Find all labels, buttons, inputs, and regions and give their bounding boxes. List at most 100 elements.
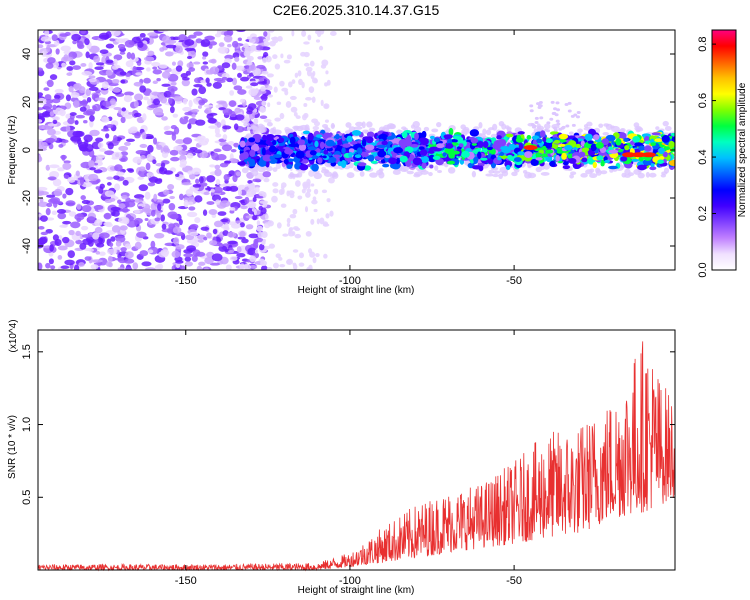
noise-cell — [104, 150, 115, 156]
noise-cell — [175, 244, 185, 250]
noise-cell — [123, 94, 133, 103]
faint-cell — [324, 119, 329, 123]
band-cell — [513, 157, 522, 162]
noise-cell — [164, 125, 171, 130]
band-cell — [562, 165, 571, 170]
noise-cell — [178, 34, 188, 42]
noise-cell — [152, 69, 163, 75]
noise-cell — [154, 232, 165, 239]
side-cell — [536, 102, 541, 106]
noise-cell — [184, 47, 196, 52]
halo-cell — [406, 170, 414, 175]
noise-cell — [45, 208, 51, 216]
noise-cell — [40, 231, 49, 236]
faint-cell — [267, 94, 273, 98]
noise-cell — [135, 149, 147, 155]
colorbar-label: Normalized spectral amplitude — [737, 82, 748, 217]
noise-cell — [45, 62, 54, 69]
faint-cell — [272, 262, 279, 269]
colorbar-rect — [711, 29, 737, 271]
noise-cell — [147, 32, 158, 37]
noise-cell — [209, 262, 221, 266]
noise-cell — [196, 265, 203, 270]
halo-cell — [536, 125, 545, 131]
noise-cell — [113, 175, 120, 180]
noise-cell — [253, 96, 262, 101]
noise-cell — [139, 85, 147, 93]
faint-cell — [303, 112, 309, 119]
noise-cell — [140, 155, 146, 160]
noise-cell — [200, 226, 210, 231]
noise-cell — [244, 196, 250, 204]
faint-cell — [308, 170, 315, 177]
faint-cell — [318, 45, 324, 51]
halo-cell — [245, 133, 253, 139]
noise-cell — [186, 152, 194, 159]
noise-cell — [216, 100, 227, 105]
band-cell — [249, 149, 256, 157]
band-cell — [366, 131, 375, 138]
faint-cell — [275, 163, 282, 170]
faint-cell — [260, 86, 266, 92]
faint-cell — [292, 249, 299, 253]
noise-cell — [169, 149, 179, 156]
colorbar-tick-label: 0.6 — [697, 93, 709, 108]
noise-cell — [49, 74, 58, 80]
band-cell — [239, 140, 246, 148]
noise-cell — [58, 144, 64, 148]
halo-cell — [662, 120, 669, 127]
noise-cell — [189, 147, 198, 151]
halo-cell — [359, 171, 365, 177]
band-cell — [535, 157, 543, 161]
noise-cell — [38, 97, 47, 105]
faint-cell — [259, 105, 265, 112]
band-cell — [248, 137, 256, 143]
noise-cell — [137, 176, 144, 180]
noise-cell — [128, 111, 133, 115]
noise-cell — [228, 109, 233, 115]
heatmap-x-axis-label: Height of straight line (km) — [298, 285, 415, 296]
heatmap-cells — [38, 30, 675, 270]
noise-cell — [182, 106, 192, 112]
noise-cell — [173, 145, 184, 151]
band-cell — [262, 134, 267, 142]
halo-cell — [324, 127, 331, 133]
noise-cell — [63, 160, 71, 164]
noise-cell — [221, 76, 228, 81]
band-cell — [436, 143, 445, 149]
faint-cell — [242, 43, 249, 49]
noise-cell — [81, 225, 89, 231]
noise-cell — [98, 251, 106, 256]
band-cell — [447, 160, 455, 165]
noise-cell — [229, 90, 235, 96]
faint-cell — [272, 182, 279, 187]
noise-cell — [170, 81, 177, 86]
halo-cell — [447, 167, 456, 174]
noise-cell — [190, 108, 200, 113]
side-cell — [550, 100, 555, 104]
faint-cell — [291, 79, 296, 84]
noise-cell — [262, 171, 272, 178]
noise-cell — [39, 236, 48, 245]
noise-cell — [165, 44, 177, 49]
faint-cell — [321, 189, 328, 194]
band-cell — [558, 139, 567, 143]
faint-cell — [267, 85, 273, 91]
noise-cell — [94, 66, 104, 70]
noise-cell — [100, 128, 110, 132]
faint-cell — [286, 258, 294, 265]
faint-cell — [267, 30, 275, 33]
band-cell — [535, 152, 541, 159]
noise-cell — [38, 262, 43, 270]
side-cell — [567, 109, 572, 113]
noise-cell — [188, 173, 196, 180]
noise-cell — [74, 120, 79, 125]
side-cell — [565, 124, 570, 128]
band-cell — [458, 143, 464, 148]
side-cell — [575, 115, 580, 119]
noise-cell — [215, 199, 221, 205]
noise-cell — [106, 123, 114, 129]
noise-cell — [89, 167, 96, 171]
noise-cell — [135, 72, 143, 76]
